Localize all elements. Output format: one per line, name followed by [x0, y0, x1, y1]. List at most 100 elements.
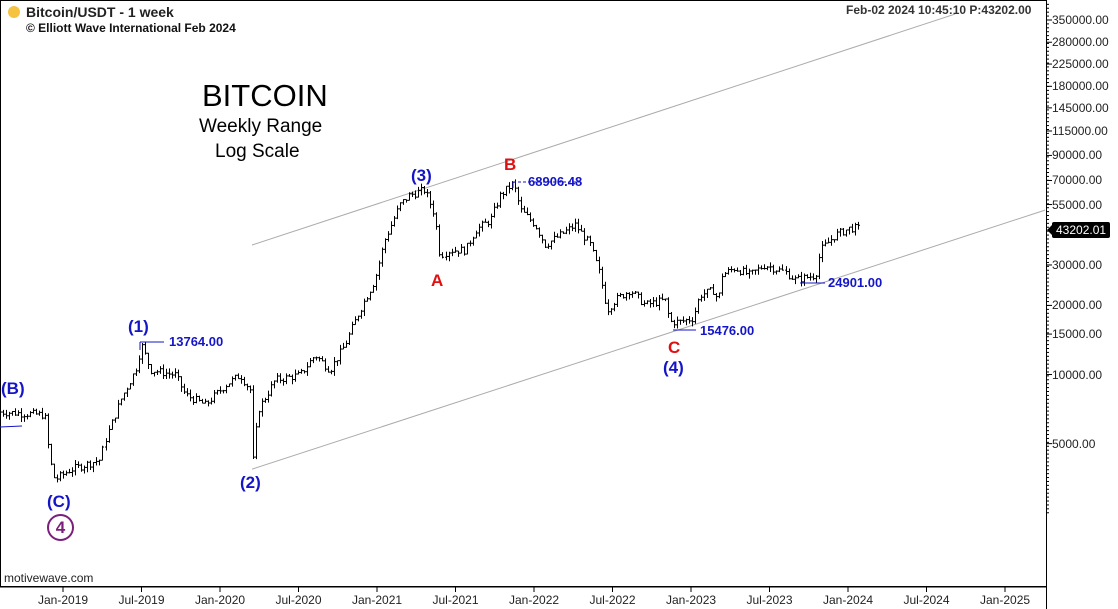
price-bar	[177, 369, 180, 381]
price-bar	[339, 344, 342, 365]
price-axis[interactable]	[1046, 3, 1052, 514]
price-bar	[32, 408, 35, 414]
price-bar	[589, 235, 592, 246]
copyright: © Elliott Wave International Feb 2024	[26, 21, 236, 35]
price-axis-label: 70000.00	[1052, 173, 1103, 188]
price-bar	[748, 268, 751, 279]
price-bar	[195, 393, 198, 404]
price-bar	[441, 252, 444, 259]
price-bar	[571, 223, 574, 232]
price-bar	[505, 185, 508, 197]
symbol-status-icon	[8, 6, 20, 18]
time-axis-label: Jan-2021	[352, 593, 403, 607]
price-bar	[435, 212, 438, 230]
wave-label-C-minor: (C)	[47, 492, 71, 511]
price-bar	[619, 292, 622, 298]
price-bar	[706, 288, 709, 299]
price-bar	[664, 298, 667, 302]
price-label-15476: 15476.00	[700, 323, 755, 338]
price-bar	[168, 368, 171, 379]
price-bar	[760, 265, 763, 270]
price-bar	[231, 376, 234, 387]
wave-label-C: C	[668, 338, 681, 357]
price-bar	[484, 218, 487, 223]
price-bar	[667, 297, 670, 318]
price-bar	[111, 419, 114, 430]
price-bar	[204, 398, 207, 404]
price-bar	[138, 355, 141, 374]
price-bar	[697, 298, 700, 314]
price-bar	[646, 300, 649, 305]
price-bar	[150, 363, 153, 375]
price-bar	[553, 231, 556, 244]
price-bar	[535, 224, 538, 230]
price-bar	[775, 270, 778, 275]
wave-label-A: A	[431, 271, 444, 290]
price-bar	[610, 308, 613, 315]
price-axis-label: 90000.00	[1052, 148, 1103, 163]
price-bar	[44, 413, 47, 420]
price-bar	[451, 248, 454, 257]
price-bar	[342, 342, 345, 350]
price-bar	[520, 196, 523, 213]
price-bar	[541, 234, 544, 244]
price-bar	[628, 292, 631, 300]
price-bar	[381, 247, 384, 267]
price-bar	[141, 342, 144, 364]
symbol-name: Bitcoin/USDT	[26, 4, 116, 20]
price-bar	[426, 188, 429, 198]
time-axis[interactable]	[0, 586, 1046, 592]
price-bar	[643, 300, 646, 307]
price-bar	[751, 269, 754, 275]
price-bar	[5, 409, 8, 419]
price-bar	[225, 384, 228, 394]
price-bar	[568, 223, 571, 235]
price-bar	[23, 414, 26, 422]
chart-subtitle-range: Weekly Range	[199, 116, 323, 137]
price-bar	[186, 388, 189, 397]
price-bar	[526, 207, 529, 216]
price-bar	[502, 191, 505, 200]
price-axis-label: 350000.00	[1052, 13, 1109, 27]
price-bar	[547, 243, 550, 249]
price-axis-label: 20000.00	[1052, 298, 1103, 313]
price-bar	[523, 205, 526, 213]
price-bar	[634, 291, 637, 294]
price-axis-label: 145000.00	[1052, 100, 1109, 115]
chart-title: BITCOIN	[202, 78, 328, 113]
price-bar	[294, 369, 297, 382]
price-bar	[781, 264, 784, 271]
price-bar	[375, 273, 378, 291]
price-axis-label: 180000.00	[1052, 79, 1109, 94]
price-bar	[809, 272, 812, 281]
annotation-lines	[0, 181, 825, 428]
price-bar	[562, 231, 565, 234]
price-bar	[20, 408, 23, 422]
price-bar	[423, 186, 426, 195]
price-bar	[815, 274, 818, 284]
price-bar	[475, 230, 478, 239]
price-bar	[754, 269, 757, 275]
price-bar	[791, 275, 794, 280]
price-bar	[267, 390, 270, 403]
price-bar	[50, 443, 53, 466]
price-bar	[613, 302, 616, 312]
price-bar	[270, 381, 273, 397]
price-bar	[366, 297, 369, 302]
price-bar	[162, 364, 165, 379]
price-bar	[144, 341, 147, 355]
price-bar	[249, 385, 252, 394]
price-bar	[306, 362, 309, 376]
interval-label: - 1 week	[119, 4, 174, 20]
price-bar	[234, 374, 237, 381]
price-bar	[538, 227, 541, 238]
price-bar	[47, 413, 50, 449]
price-bar	[174, 368, 177, 378]
status-readout: Feb-02 2024 10:45:10 P:43202.00	[846, 3, 1032, 17]
price-bar	[836, 228, 839, 241]
price-axis-label: 115000.00	[1052, 123, 1108, 138]
wave-label-3: (3)	[411, 166, 432, 185]
price-bar	[0, 409, 2, 413]
price-bar	[300, 368, 303, 374]
